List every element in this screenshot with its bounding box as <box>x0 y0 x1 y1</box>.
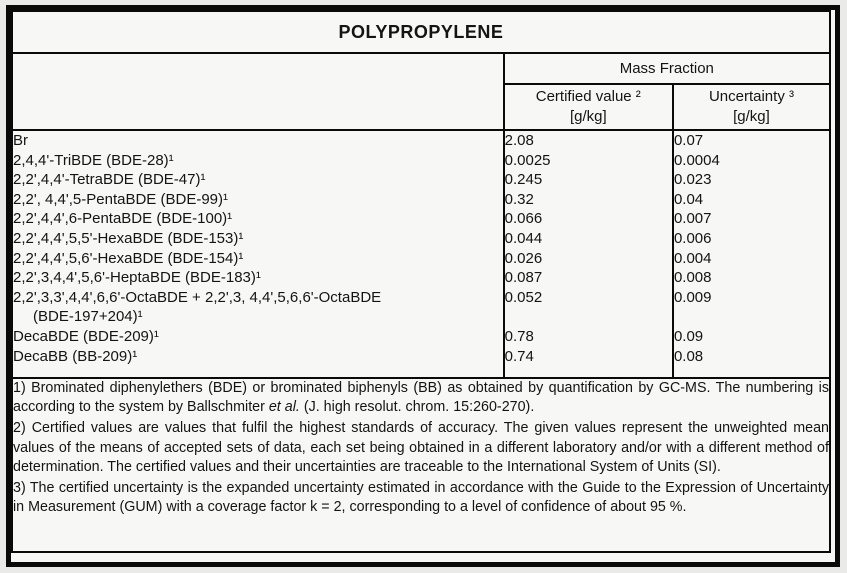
certified-value: 0.78 <box>504 327 534 345</box>
material-title: POLYPROPYLENE <box>11 10 831 54</box>
analyte-name: 2,2',4,4',6-PentaBDE (BDE-100)¹ <box>13 210 233 228</box>
document-frame: POLYPROPYLENE Mass Fraction Certified va… <box>6 5 840 567</box>
footnotes-section: 1) Brominated diphenylethers (BDE) or br… <box>11 377 831 553</box>
certified-value: 0.066 <box>504 210 543 228</box>
footnote-2: 2) Certified values are values that fulf… <box>13 420 829 475</box>
analyte-header-cell <box>11 52 505 131</box>
certified-value: 0.087 <box>504 269 543 287</box>
certified-value: 0.052 <box>504 288 543 306</box>
uncertainty-value: 0.09 <box>673 327 704 345</box>
analyte-name: 2,2',3,3',4,4',6,6'-OctaBDE + 2,2',3, 4,… <box>13 288 382 306</box>
column-header-row: Certified value ² [g/kg] Uncertainty ³ [… <box>12 83 832 131</box>
certified-value-label: Certified value ² <box>535 88 641 105</box>
certified-value-unit: [g/kg] <box>569 108 607 125</box>
uncertainty-value: 0.006 <box>673 229 712 247</box>
analyte-name: DecaBB (BB-209)¹ <box>13 347 138 365</box>
certified-value-header: Certified value ² [g/kg] <box>502 83 674 131</box>
analyte-name: 2,2',4,4',5,6'-HexaBDE (BDE-154)¹ <box>13 249 244 267</box>
uncertainty-value: 0.0004 <box>673 151 720 169</box>
analyte-name: 2,2',4,4',5,5'-HexaBDE (BDE-153)¹ <box>13 229 244 247</box>
footnote-3: 3) The certified uncertainty is the expa… <box>13 480 829 516</box>
analyte-name-continuation: (BDE-197+204)¹ <box>33 308 143 326</box>
certified-value: 0.0025 <box>504 151 551 169</box>
analyte-name: DecaBDE (BDE-209)¹ <box>13 327 159 345</box>
data-row-band: Br 2,4,4'-TriBDE (BDE-28)¹ 2,2',4,4'-Tetra… <box>11 129 832 379</box>
uncertainty-value: 0.009 <box>673 288 712 306</box>
analyte-name: 2,2',4,4'-TetraBDE (BDE-47)¹ <box>13 171 206 189</box>
footnotes-wrap: 1) Brominated diphenylethers (BDE) or br… <box>13 379 829 551</box>
certified-value: 0.026 <box>504 249 543 267</box>
certified-value: 2.08 <box>504 132 534 149</box>
certified-column: 2.08 0.0025 0.245 0.32 0.066 0.044 0.026 0.087 0… <box>502 129 674 379</box>
uncertainty-column: 0.07 0.0004 0.023 0.04 0.007 0.006 0.004 0.008 0… <box>671 129 832 379</box>
uncertainty-label: Uncertainty ³ <box>708 88 794 105</box>
uncertainty-header: Uncertainty ³ [g/kg] <box>671 83 832 131</box>
analyte-name: 2,4,4'-TriBDE (BDE-28)¹ <box>13 151 174 169</box>
analyte-name: 2,2',3,4,4',5,6'-HeptaBDE (BDE-183)¹ <box>13 269 261 287</box>
certified-value: 0.74 <box>504 347 534 365</box>
group-header-row: Mass Fraction <box>11 52 832 131</box>
material-table: POLYPROPYLENE Mass Fraction Certified va… <box>11 10 832 553</box>
uncertainty-value: 0.004 <box>673 249 712 267</box>
certified-value: 0.32 <box>504 190 534 208</box>
uncertainty-value: 0.007 <box>673 210 712 228</box>
analyte-column: Br 2,4,4'-TriBDE (BDE-28)¹ 2,2',4,4'-Tetra… <box>11 129 505 379</box>
analyte-name: Br <box>13 132 28 149</box>
footnotes-row: 1) Brominated diphenylethers (BDE) or br… <box>11 377 831 553</box>
footnote-1: 1) Brominated diphenylethers (BDE) or br… <box>13 380 829 416</box>
certified-value: 0.044 <box>504 229 543 247</box>
spacer-line <box>674 307 829 327</box>
uncertainty-value: 0.07 <box>673 132 704 149</box>
uncertainty-value: 0.04 <box>673 190 704 208</box>
certified-value: 0.245 <box>504 171 543 189</box>
mass-fraction-header: Mass Fraction <box>502 52 832 85</box>
analyte-name: 2,2', 4,4',5-PentaBDE (BDE-99)¹ <box>13 190 228 208</box>
spacer-line <box>505 307 672 327</box>
uncertainty-value: 0.023 <box>673 171 712 189</box>
title-row: POLYPROPYLENE <box>11 10 831 54</box>
uncertainty-unit: [g/kg] <box>733 108 770 125</box>
uncertainty-value: 0.008 <box>673 269 712 287</box>
uncertainty-value: 0.08 <box>673 347 704 365</box>
